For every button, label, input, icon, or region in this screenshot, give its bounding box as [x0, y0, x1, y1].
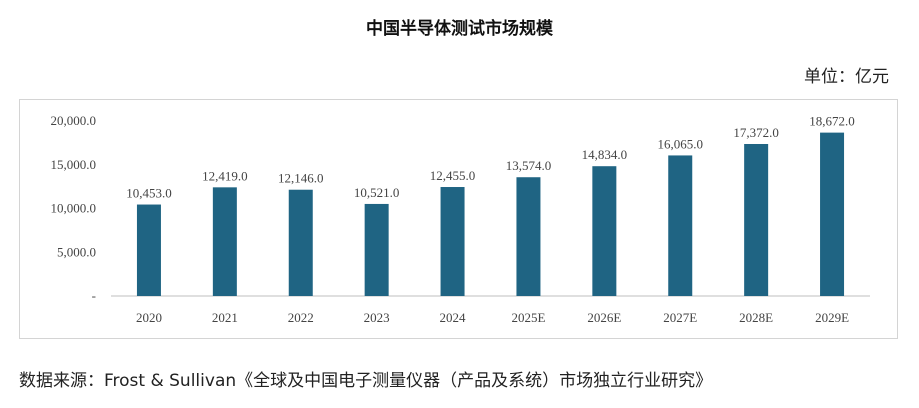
- bar-2029e: [820, 132, 845, 296]
- x-tick-label: 2028E: [739, 310, 773, 325]
- y-tick-label: 15,000.0: [51, 157, 97, 172]
- x-tick-label: 2023: [364, 310, 390, 325]
- x-tick-label: 2029E: [815, 310, 849, 325]
- bar-2025e: [516, 177, 541, 296]
- data-label: 12,455.0: [430, 168, 476, 183]
- x-tick-label: 2021: [212, 310, 238, 325]
- y-tick-label: 10,000.0: [51, 201, 97, 216]
- bar-2026e: [592, 166, 617, 296]
- data-label: 12,146.0: [278, 171, 324, 186]
- unit-label: 单位：亿元: [804, 67, 889, 87]
- x-tick-label: 2026E: [587, 310, 621, 325]
- data-label: 16,065.0: [658, 136, 704, 151]
- chart-frame: [19, 99, 898, 339]
- bar-2023: [364, 203, 389, 296]
- bar-2020: [136, 204, 161, 296]
- data-label: 18,672.0: [809, 114, 855, 129]
- y-tick-label: 20,000.0: [51, 113, 97, 128]
- bar-2021: [212, 187, 237, 296]
- data-label: 10,453.0: [126, 186, 172, 201]
- data-label: 12,419.0: [202, 168, 248, 183]
- y-tick-label: 5,000.0: [57, 244, 96, 259]
- data-label: 10,521.0: [354, 185, 400, 200]
- source-note: 数据来源：Frost & Sullivan《全球及中国电子测量仪器（产品及系统）…: [19, 371, 713, 391]
- data-label: 13,574.0: [506, 158, 552, 173]
- x-tick-label: 2022: [288, 310, 314, 325]
- chart-title: 中国半导体测试市场规模: [366, 19, 553, 39]
- bar-2027e: [668, 155, 693, 296]
- bar-2024: [440, 187, 465, 296]
- bar-2022: [288, 189, 313, 296]
- data-label: 17,372.0: [733, 125, 779, 140]
- y-tick-label: -: [92, 288, 96, 303]
- x-tick-label: 2027E: [663, 310, 697, 325]
- x-tick-label: 2025E: [511, 310, 545, 325]
- x-tick-label: 2020: [136, 310, 162, 325]
- data-label: 14,834.0: [582, 147, 628, 162]
- x-tick-label: 2024: [440, 310, 467, 325]
- bar-2028e: [744, 143, 769, 296]
